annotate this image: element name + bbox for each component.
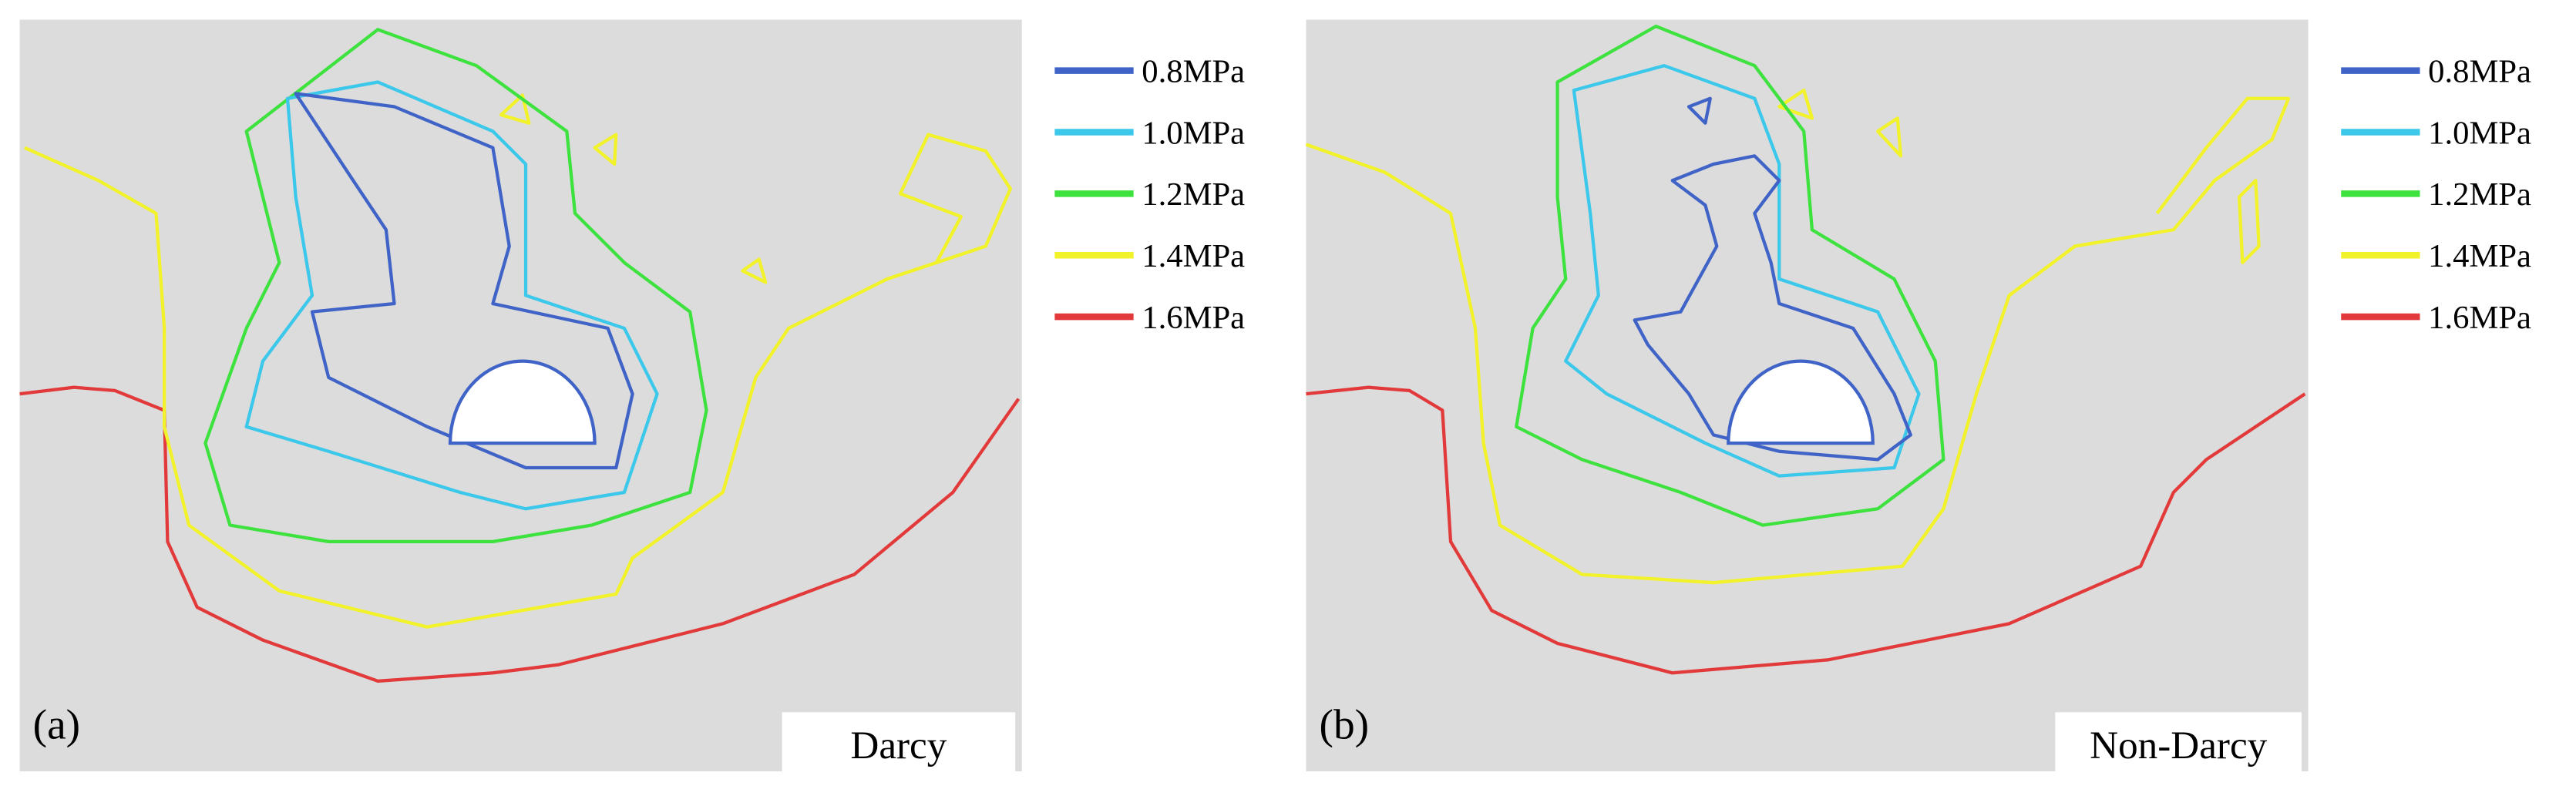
- panel-label: (b): [1319, 700, 1369, 747]
- legend-label: 1.4MPa: [2428, 238, 2531, 274]
- panel-label: (a): [33, 700, 80, 747]
- panel: (b) Non-Darcy 0.8MPa 1.0MPa 1.2MPa 1.4MPa 1.6M…: [1305, 19, 2531, 772]
- contour: [1306, 385, 2306, 675]
- legend-label: 1.0MPa: [2428, 115, 2531, 151]
- legend-label: 1.6MPa: [2428, 300, 2531, 336]
- contour: [244, 80, 659, 511]
- caption-box: [782, 712, 1016, 772]
- legend-label: 1.2MPa: [1142, 176, 1245, 213]
- tunnel: [448, 359, 597, 445]
- legend-label: 1.2MPa: [2428, 176, 2531, 213]
- contour: [24, 133, 1012, 629]
- legend-label: 1.6MPa: [1142, 300, 1245, 336]
- panel-caption: Non-Darcy: [2090, 724, 2267, 767]
- contour: [1777, 89, 2261, 264]
- caption-box: [2055, 712, 2302, 772]
- contour: [1515, 24, 1945, 527]
- contour: [203, 28, 708, 543]
- tunnel: [1727, 359, 1875, 445]
- panel: (a) Darcy 0.8MPa 1.0MPa 1.2MPa 1.4MPa 1.6MPa: [19, 19, 1245, 772]
- contour: [1305, 96, 2291, 585]
- legend-label: 1.0MPa: [1142, 115, 1245, 151]
- panel-caption: Darcy: [850, 724, 947, 767]
- contour: [1633, 96, 1912, 462]
- contour: [499, 93, 768, 284]
- contour: [294, 92, 634, 470]
- contour: [1564, 64, 1921, 478]
- legend-label: 1.4MPa: [1142, 238, 1245, 274]
- contour: [19, 385, 1021, 683]
- legend-label: 0.8MPa: [2428, 54, 2531, 90]
- legend-label: 0.8MPa: [1142, 54, 1245, 90]
